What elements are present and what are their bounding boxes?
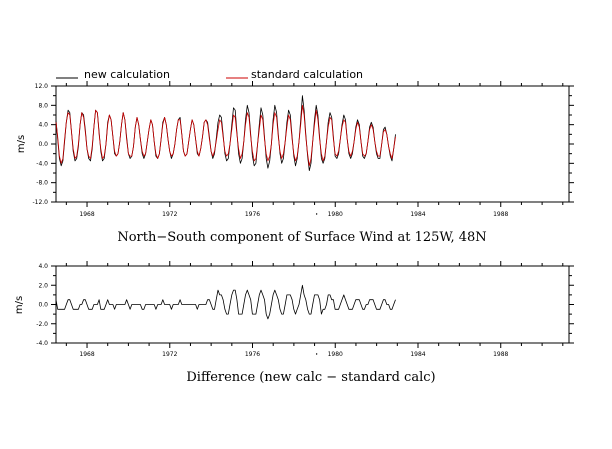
legend: new calculation standard calculation (56, 68, 363, 81)
bottom-chart-title: Difference (new calc − standard calc) (186, 370, 435, 385)
bot-xtick-label: 1980 (328, 351, 343, 358)
top-ytick-label: 12.0 (35, 83, 49, 90)
top-ytick-label: -4.0 (36, 160, 48, 167)
top-xtick-label: 1972 (162, 211, 177, 218)
bot-xtick-label: 1984 (410, 351, 425, 358)
legend-label-standard: standard calculation (251, 68, 363, 81)
bot-ytick-label: 0.0 (38, 302, 48, 309)
bot-series-difference (55, 284, 396, 320)
bot-xtick-label: 1976 (245, 351, 260, 358)
bot-xtick-label: 1972 (162, 351, 177, 358)
bot-ytick-label: -4.0 (36, 340, 48, 347)
top-y-axis-label: m/s (16, 135, 27, 153)
legend-label-new: new calculation (84, 68, 170, 81)
top-ytick-label: 0.0 (38, 141, 48, 148)
bot-ytick-label: 2.0 (38, 282, 48, 289)
top-ytick-label: 8.0 (38, 102, 48, 109)
top-xtick-label: 1980 (328, 211, 343, 218)
top-ytick-label: -8.0 (36, 180, 48, 187)
bot-ytick-label: -2.0 (36, 321, 48, 328)
top-xtick-label: 1976 (245, 211, 260, 218)
top-xtick-label: 1968 (79, 211, 94, 218)
bot-x-dot (315, 353, 318, 355)
bot-xtick-label: 1968 (79, 351, 94, 358)
bottom-y-axis-label: m/s (14, 296, 25, 314)
top-x-dot (315, 213, 318, 215)
top-xtick-label: 1984 (410, 211, 425, 218)
top-chart-title: North−South component of Surface Wind at… (117, 230, 486, 245)
bottom-chart: 4.0 2.0 0.0 -2.0 -4.0 1968 1972 1976 1980 1984 19… (14, 261, 574, 385)
top-ytick-label: -12.0 (32, 199, 48, 206)
bot-xtick-label: 1988 (493, 351, 508, 358)
top-ytick-label: 4.0 (38, 122, 48, 129)
bot-ytick-label: 4.0 (38, 263, 48, 270)
top-chart: 12.0 8.0 4.0 0.0 -4.0 -8.0 -12.0 1968 1972 1976 1… (16, 81, 574, 245)
top-xtick-label: 1988 (493, 211, 508, 218)
top-series-standard-calculation (55, 104, 396, 167)
